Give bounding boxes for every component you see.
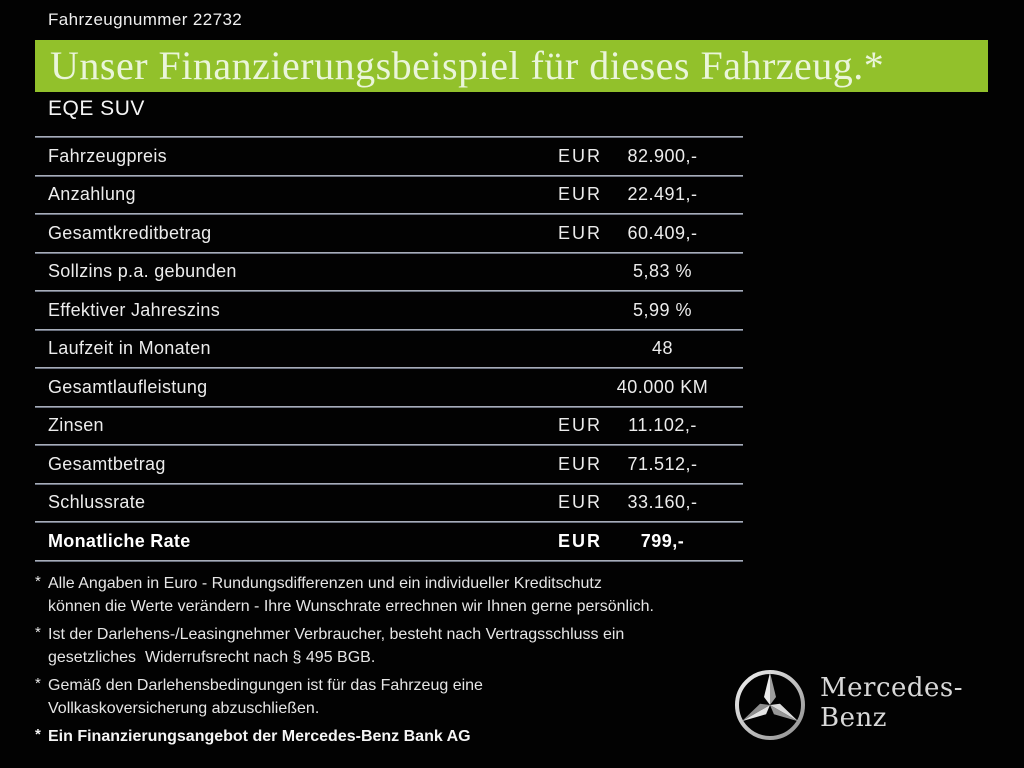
asterisk-marker: * (35, 624, 41, 641)
row-value: 40.000 KM (616, 376, 709, 397)
row-value: 71.512,- (627, 453, 698, 474)
currency-label: EUR (558, 415, 603, 436)
table-row-monthly-rate: Monatliche Rate EUR 799,- (35, 523, 743, 560)
row-label: Fahrzeugpreis (48, 145, 167, 166)
divider (35, 405, 743, 408)
row-value-cell: 5,83 % (558, 261, 743, 282)
table-row: Gesamtlaufleistung 40.000 KM (35, 369, 743, 406)
row-value: 48 (651, 338, 674, 359)
asterisk-marker: * (35, 573, 41, 590)
row-value-cell: EUR 11.102,- (558, 415, 743, 436)
row-value-cell: 5,99 % (558, 300, 743, 321)
divider (35, 290, 743, 292)
row-value: 11.102,- (628, 415, 697, 436)
footnote-line: können die Werte verändern - Ihre Wunsch… (48, 598, 654, 615)
row-value: 82.900,- (627, 145, 698, 166)
row-value-cell: EUR 799,- (558, 531, 743, 552)
vehicle-number: Fahrzeugnummer 22732 (48, 10, 243, 29)
divider (35, 367, 743, 369)
footnote: * Ist der Darlehens-/Leasingnehmer Verbr… (35, 623, 725, 669)
footnote-line: gesetzliches Widerrufsrecht nach § 495 B… (48, 649, 376, 666)
footnote-line: Alle Angaben in Euro - Rundungsdifferenz… (48, 575, 602, 592)
footnote-text: Alle Angaben in Euro - Rundungsdifferenz… (48, 572, 654, 618)
row-value: 5,83 % (632, 261, 693, 282)
table-row: Gesamtkreditbetrag EUR 60.409,- (35, 215, 743, 252)
table-row: Anzahlung EUR 22.491,- (35, 177, 743, 214)
divider (35, 174, 743, 177)
footnote: * Alle Angaben in Euro - Rundungsdiffere… (35, 572, 725, 618)
headline-title: Unser Finanzierungsbeispiel für dieses F… (50, 43, 885, 88)
table-row: Zinsen EUR 11.102,- (35, 408, 743, 445)
row-label: Gesamtkreditbetrag (48, 222, 212, 243)
row-value: 5,99 % (632, 299, 693, 320)
model-name: EQE SUV (48, 97, 145, 120)
currency-label: EUR (558, 492, 603, 513)
footnote-text: Ist der Darlehens-/Leasingnehmer Verbrau… (48, 623, 624, 669)
currency-label: EUR (558, 453, 603, 474)
row-value: 60.409,- (627, 222, 698, 243)
financing-table: Fahrzeugpreis EUR 82.900,- Anzahlung EUR 2… (35, 136, 743, 562)
asterisk-marker: * (35, 675, 41, 692)
table-row: Laufzeit in Monaten 48 (35, 331, 743, 368)
table-row: Schlussrate EUR 33.160,- (35, 485, 743, 522)
brand-logo: Mercedes-Benz (733, 668, 1024, 742)
row-value: 33.160,- (627, 492, 698, 513)
footnote-line: Gemäß den Darlehensbedingungen ist für d… (48, 677, 483, 694)
footnote-text: Ein Finanzierungsangebot der Mercedes-Be… (48, 725, 471, 748)
headline-banner: Unser Finanzierungsbeispiel für dieses F… (35, 40, 988, 92)
row-label: Gesamtlaufleistung (48, 376, 208, 397)
row-label: Effektiver Jahreszins (48, 299, 221, 320)
currency-label: EUR (558, 222, 603, 243)
row-label: Sollzins p.a. gebunden (48, 261, 237, 282)
footnote-line: Ein Finanzierungsangebot der Mercedes-Be… (48, 728, 471, 745)
footnote-line: Vollkaskoversicherung abzuschließen. (48, 700, 320, 717)
divider (35, 559, 743, 562)
row-value-cell: 48 (558, 338, 743, 359)
row-value-cell: 40.000 KM (558, 377, 743, 398)
table-row: Fahrzeugpreis EUR 82.900,- (35, 138, 743, 175)
asterisk-marker: * (35, 726, 41, 743)
row-value-cell: EUR 71.512,- (558, 454, 743, 475)
row-label: Laufzeit in Monaten (48, 338, 211, 359)
divider (35, 521, 743, 523)
row-value-cell: EUR 22.491,- (558, 184, 743, 205)
table-row: Gesamtbetrag EUR 71.512,- (35, 446, 743, 483)
divider (35, 444, 743, 446)
footnotes: * Alle Angaben in Euro - Rundungsdiffere… (35, 572, 725, 753)
currency-label: EUR (558, 530, 603, 551)
currency-label: EUR (558, 184, 603, 205)
footnote-line: Ist der Darlehens-/Leasingnehmer Verbrau… (48, 626, 625, 643)
row-value: 22.491,- (627, 184, 698, 205)
row-label: Gesamtbetrag (48, 453, 166, 474)
row-label: Zinsen (48, 415, 104, 436)
currency-label: EUR (558, 145, 603, 166)
divider (35, 136, 743, 138)
divider (35, 213, 743, 215)
divider (35, 328, 743, 331)
row-value-cell: EUR 82.900,- (558, 146, 743, 167)
table-row: Sollzins p.a. gebunden 5,83 % (35, 254, 743, 291)
divider (35, 482, 743, 485)
table-row: Effektiver Jahreszins 5,99 % (35, 292, 743, 329)
row-label: Schlussrate (48, 492, 146, 513)
footnote-text: Gemäß den Darlehensbedingungen ist für d… (48, 674, 483, 720)
row-label: Anzahlung (48, 184, 136, 205)
row-value-cell: EUR 60.409,- (558, 223, 743, 244)
mercedes-star-icon (733, 668, 807, 742)
mercedes-benz-wordmark: Mercedes-Benz (820, 672, 964, 733)
row-label: Monatliche Rate (48, 530, 191, 551)
row-value-cell: EUR 33.160,- (558, 492, 743, 513)
divider (35, 251, 743, 254)
row-value: 799,- (640, 530, 685, 551)
footnote: * Gemäß den Darlehensbedingungen ist für… (35, 674, 725, 720)
footnote-financing-offer: * Ein Finanzierungsangebot der Mercedes-… (35, 725, 725, 748)
